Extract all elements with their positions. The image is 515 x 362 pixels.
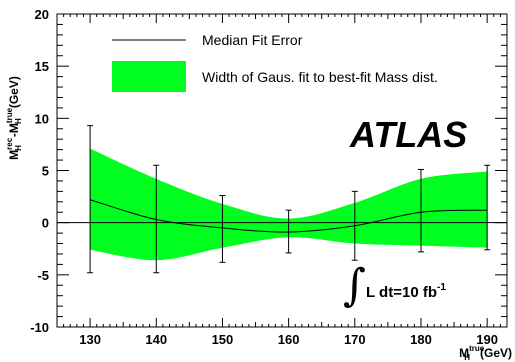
x-tick-label: 180 xyxy=(410,332,432,347)
y-axis-title: MrecH-MtrueH(GeV) xyxy=(5,76,23,160)
band-layer xyxy=(90,148,488,261)
y-tick-label: 15 xyxy=(35,59,49,74)
luminosity-label: L dt=10 fb-1 xyxy=(366,282,446,301)
x-tick-label: 160 xyxy=(278,332,300,347)
y-tick-label: -10 xyxy=(30,320,49,335)
legend-label-median: Median Fit Error xyxy=(202,32,303,48)
legend-label-band: Width of Gaus. fit to best-fit Mass dist… xyxy=(202,69,438,85)
x-tick-label: 170 xyxy=(344,332,366,347)
experiment-label: ATLAS xyxy=(349,114,467,155)
x-tick-label: 190 xyxy=(476,332,498,347)
luminosity-exponent: -1 xyxy=(437,282,446,293)
luminosity-value: L dt=10 fb xyxy=(366,284,437,301)
fit-width-band xyxy=(90,148,488,261)
y-tick-label: 10 xyxy=(35,111,49,126)
ticks-layer xyxy=(56,13,508,328)
x-axis-title: Mtrue H (GeV) xyxy=(459,344,512,362)
tick-labels-layer: 130 140 150 160 170 180 190 -10 -5 0 5 10 15 20 xyxy=(30,7,498,347)
integral-sign: ∫ xyxy=(343,260,366,311)
x-tick-label: 130 xyxy=(79,332,101,347)
x-tick-label: 150 xyxy=(212,332,234,347)
y-tick-label: 5 xyxy=(42,164,49,179)
legend: Median Fit Error Width of Gaus. fit to b… xyxy=(112,32,438,92)
luminosity-annotation: ∫ L dt=10 fb-1 xyxy=(343,260,446,311)
legend-band-swatch xyxy=(112,61,186,92)
error-bars-layer xyxy=(87,125,491,274)
y-tick-label: 20 xyxy=(35,7,49,22)
x-tick-label: 140 xyxy=(145,332,167,347)
y-tick-label: -5 xyxy=(37,268,49,283)
median-line-layer xyxy=(89,199,488,233)
median-fit-error-line xyxy=(89,199,488,233)
y-tick-label: 0 xyxy=(42,216,49,231)
